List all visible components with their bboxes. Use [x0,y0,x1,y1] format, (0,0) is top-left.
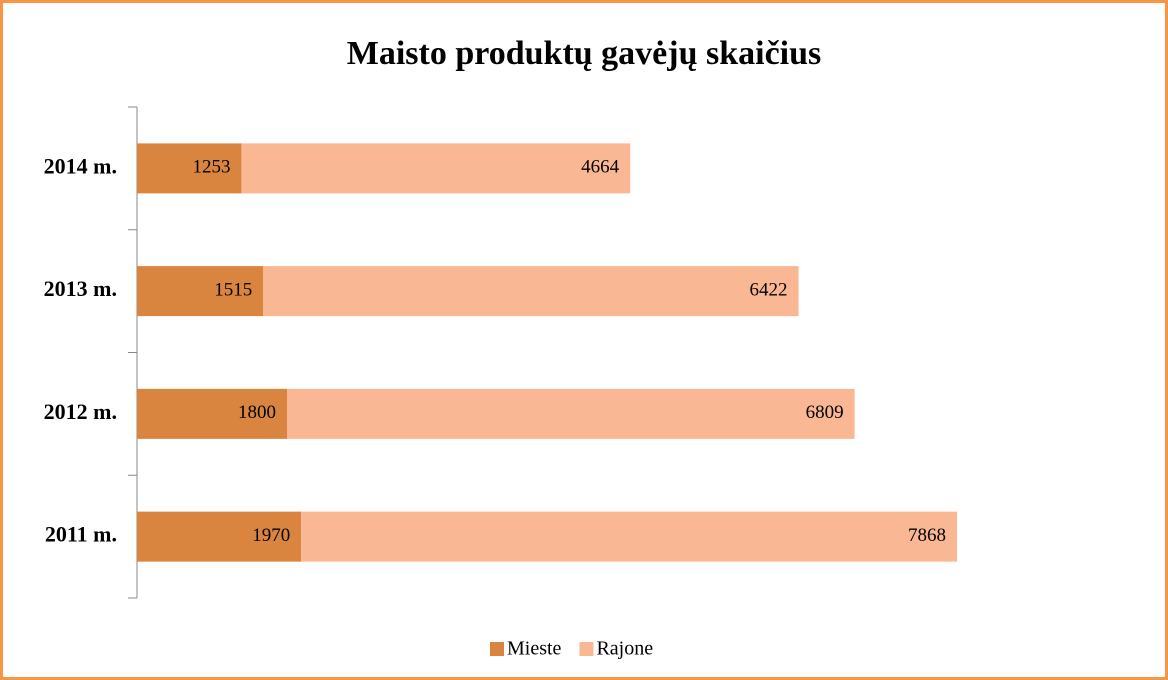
bar-segment [241,143,631,194]
bar-segment [263,266,799,317]
bar-segment [137,266,264,317]
data-label: 1515 [214,279,252,300]
bar-segment [287,388,855,439]
bar-segment [137,388,288,439]
legend-label: Rajone [596,638,653,660]
bar-segment [301,511,957,562]
data-label: 6422 [750,279,788,300]
bar-segment [137,143,242,194]
data-label: 1253 [192,157,230,178]
data-label: 7868 [908,525,946,546]
data-label: 1800 [238,402,276,423]
legend-swatch [579,642,594,656]
y-tick-label: 2012 m. [44,399,117,424]
chart-title: Maisto produktų gavėjų skaičius [347,35,822,72]
data-label: 1970 [252,525,290,546]
data-label: 6809 [806,402,844,423]
legend-swatch [490,642,504,656]
y-tick-label: 2014 m. [44,153,117,178]
y-tick-label: 2013 m. [44,276,117,301]
bar-segment [137,511,302,562]
data-label: 4664 [581,157,620,178]
y-tick-label: 2011 m. [45,522,117,547]
legend-label: Mieste [507,638,562,660]
